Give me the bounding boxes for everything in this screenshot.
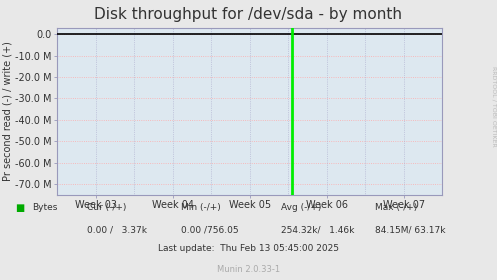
Text: 254.32k/   1.46k: 254.32k/ 1.46k (281, 225, 354, 234)
Text: Avg (-/+): Avg (-/+) (281, 203, 321, 212)
Text: Disk throughput for /dev/sda - by month: Disk throughput for /dev/sda - by month (94, 7, 403, 22)
Text: Last update:  Thu Feb 13 05:45:00 2025: Last update: Thu Feb 13 05:45:00 2025 (158, 244, 339, 253)
Text: ■: ■ (15, 203, 24, 213)
Text: Munin 2.0.33-1: Munin 2.0.33-1 (217, 265, 280, 274)
Text: 0.00 /756.05: 0.00 /756.05 (181, 225, 239, 234)
Text: Bytes: Bytes (32, 203, 58, 212)
Text: 0.00 /   3.37k: 0.00 / 3.37k (87, 225, 147, 234)
Text: RRDTOOL / TOBI OETIKER: RRDTOOL / TOBI OETIKER (491, 66, 496, 147)
Text: 84.15M/ 63.17k: 84.15M/ 63.17k (375, 225, 446, 234)
Text: Min (-/+): Min (-/+) (181, 203, 221, 212)
Text: Cur (-/+): Cur (-/+) (87, 203, 126, 212)
Y-axis label: Pr second read (-) / write (+): Pr second read (-) / write (+) (2, 41, 12, 181)
Text: Max (-/+): Max (-/+) (375, 203, 417, 212)
